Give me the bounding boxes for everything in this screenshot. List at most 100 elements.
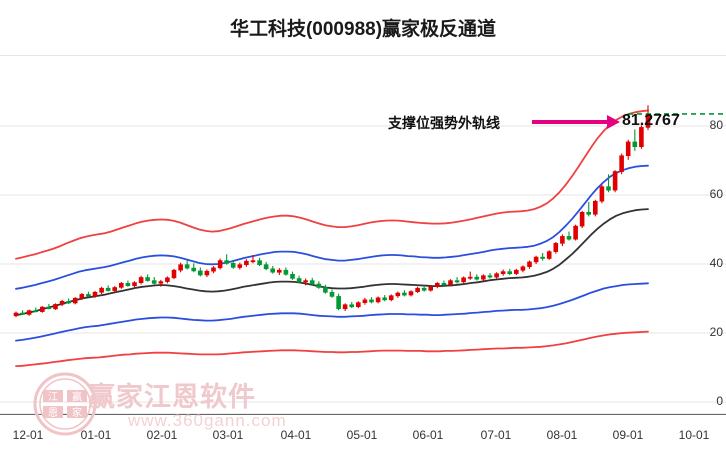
- candle-body: [26, 310, 32, 315]
- candlestick: [151, 277, 157, 285]
- candlestick: [448, 279, 453, 287]
- candlestick: [579, 210, 585, 229]
- band-line: [15, 164, 649, 290]
- candle-body: [290, 274, 295, 279]
- candlestick: [309, 277, 315, 286]
- candlestick: [303, 278, 308, 286]
- candlestick: [39, 306, 45, 313]
- candle-body: [527, 261, 532, 267]
- candlestick: [500, 269, 506, 276]
- candlestick: [494, 272, 499, 279]
- candle-body: [513, 269, 519, 274]
- band-line: [15, 208, 649, 316]
- candlestick: [375, 296, 381, 304]
- candlestick: [79, 292, 85, 300]
- candlestick: [513, 268, 519, 276]
- candle-body: [309, 280, 315, 285]
- candle-body: [540, 256, 545, 259]
- candlestick: [165, 276, 170, 284]
- candlestick: [434, 281, 440, 289]
- candlestick: [507, 268, 513, 276]
- candlestick: [474, 274, 480, 281]
- candle-body: [250, 260, 256, 263]
- candlestick: [546, 250, 552, 260]
- candle-body: [402, 292, 407, 296]
- candlestick: [125, 280, 131, 287]
- candle-body: [184, 264, 190, 269]
- candle-body: [316, 283, 322, 288]
- candle-body: [553, 243, 559, 252]
- candlestick: [408, 290, 414, 297]
- candlestick: [20, 310, 25, 316]
- candlestick: [625, 139, 631, 160]
- candle-body: [329, 292, 335, 297]
- band-line: [15, 330, 649, 367]
- candlestick: [237, 262, 243, 270]
- candle-body: [560, 236, 565, 244]
- x-axis-tick-label: 08-01: [546, 428, 578, 442]
- candlestick: [454, 277, 460, 284]
- candle-body: [533, 256, 539, 263]
- plot-area[interactable]: [0, 55, 726, 415]
- candlestick: [198, 267, 203, 277]
- candle-body: [296, 278, 302, 283]
- candlestick: [270, 266, 276, 274]
- candle-body: [86, 294, 91, 297]
- candlestick: [355, 301, 361, 309]
- x-axis-tick-label: 04-01: [280, 428, 312, 442]
- candle-body: [112, 287, 117, 291]
- candle-body: [99, 287, 104, 293]
- chart-canvas[interactable]: [0, 55, 726, 415]
- candle-body: [66, 301, 71, 304]
- candle-body: [230, 263, 236, 268]
- candlestick: [138, 275, 144, 285]
- candle-body: [415, 287, 420, 292]
- band-line: [15, 282, 649, 342]
- candle-body: [349, 304, 355, 308]
- candlestick: [467, 271, 473, 280]
- candle-body: [72, 297, 78, 304]
- candle-body: [151, 280, 157, 284]
- candlestick: [520, 265, 526, 273]
- x-axis-tick-label: 01-01: [80, 428, 112, 442]
- candle-body: [592, 200, 598, 215]
- candlestick: [540, 252, 545, 261]
- candle-body: [461, 277, 466, 283]
- candlestick: [527, 260, 532, 269]
- candle-body: [388, 295, 394, 301]
- candlestick: [639, 125, 644, 149]
- candle-body: [375, 297, 381, 303]
- candle-body: [454, 280, 460, 283]
- annotation-value: 81.2767: [622, 112, 680, 129]
- candle-body: [244, 260, 249, 265]
- candlestick: [441, 280, 447, 287]
- candle-body: [606, 186, 611, 191]
- candle-body: [204, 270, 210, 276]
- candlestick: [26, 309, 32, 316]
- x-axis-tick-label: 12-01: [12, 428, 44, 442]
- candlestick: [481, 274, 486, 281]
- candle-body: [132, 282, 137, 287]
- candlestick: [283, 267, 289, 276]
- y-axis-tick-label: 20: [709, 325, 723, 339]
- candle-body: [217, 260, 223, 269]
- candlestick: [33, 307, 39, 313]
- candlestick: [612, 170, 618, 193]
- page-title: 华工科技(000988)赢家极反通道: [229, 19, 497, 40]
- seal-char-3: 赢: [72, 390, 82, 403]
- candle-body: [500, 271, 506, 275]
- candle-body: [566, 236, 572, 240]
- candle-body: [336, 296, 341, 310]
- candlestick: [178, 262, 183, 273]
- candle-body: [270, 268, 276, 273]
- candle-body: [79, 294, 85, 299]
- seal-char-4: 家: [72, 406, 82, 419]
- candle-body: [481, 275, 486, 280]
- candlestick: [560, 234, 565, 247]
- candlestick: [204, 269, 210, 278]
- candlestick: [211, 266, 216, 274]
- candle-body: [39, 306, 45, 312]
- candlestick: [184, 260, 190, 270]
- candlestick: [316, 281, 322, 289]
- annotation-label: 支撑位强势外轨线: [388, 115, 500, 131]
